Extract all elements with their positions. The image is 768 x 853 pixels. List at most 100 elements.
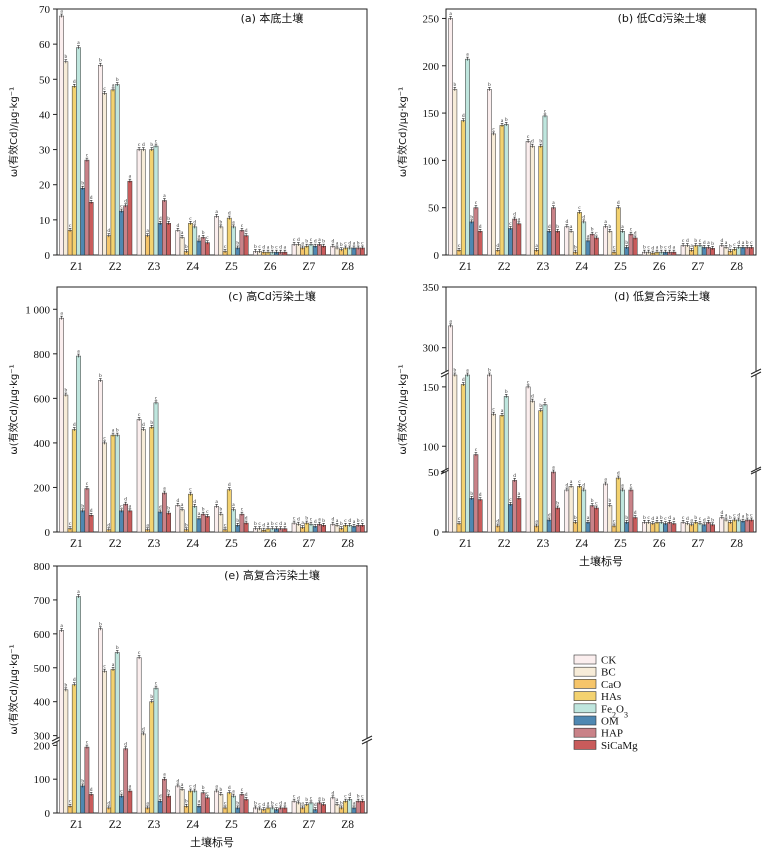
significance-letter: d xyxy=(348,792,351,798)
significance-letter: b xyxy=(116,428,119,434)
x-tick-label: Z7 xyxy=(691,261,704,273)
x-tick-label: Z8 xyxy=(341,538,354,550)
chart-panel-4: 050100150300350abcdabcdZ1bcdabcdaZ2cdabc… xyxy=(396,282,762,568)
bar xyxy=(615,477,621,533)
legend-label: HAP xyxy=(601,728,623,740)
significance-letter: a xyxy=(353,800,356,806)
significance-letter: b xyxy=(81,181,84,187)
bar xyxy=(84,488,90,533)
x-tick-label: Z5 xyxy=(225,819,238,831)
significance-letter: c xyxy=(103,664,106,670)
significance-letter: c xyxy=(258,801,261,807)
significance-letter: b xyxy=(185,799,188,805)
significance-letter: d xyxy=(737,240,740,246)
significance-letter: b xyxy=(99,58,102,64)
bar xyxy=(162,492,167,533)
bar xyxy=(487,374,492,533)
x-tick-label: Z3 xyxy=(147,819,160,831)
x-tick-label: Z5 xyxy=(614,261,627,273)
significance-letter: b xyxy=(305,516,308,522)
significance-letter: d xyxy=(142,142,145,148)
significance-letter: a xyxy=(690,517,693,523)
bar xyxy=(200,513,206,533)
y-tick-label: 350 xyxy=(423,282,440,294)
bar xyxy=(499,125,505,256)
significance-letter: c xyxy=(138,412,141,418)
bar xyxy=(460,384,466,533)
bar xyxy=(149,701,155,814)
x-tick-label: Z2 xyxy=(109,819,122,831)
significance-letter: c xyxy=(750,240,753,246)
significance-letter: a xyxy=(232,219,235,225)
x-tick-label: Z4 xyxy=(186,538,199,550)
significance-letter: c xyxy=(630,483,633,489)
significance-letter: c xyxy=(189,784,192,790)
bar xyxy=(452,374,458,533)
bar xyxy=(140,429,146,533)
significance-letter: c xyxy=(578,479,581,485)
bar xyxy=(88,515,94,533)
significance-letter: d xyxy=(462,113,465,119)
bar xyxy=(525,386,531,533)
bar xyxy=(628,233,634,256)
bar xyxy=(538,410,544,533)
significance-letter: b xyxy=(167,216,170,222)
y-tick-label: 20 xyxy=(39,180,51,192)
significance-letter: d xyxy=(193,219,196,225)
bar xyxy=(218,513,224,533)
x-tick-label: Z6 xyxy=(264,819,277,831)
significance-letter: c xyxy=(120,503,123,509)
x-tick-label: Z8 xyxy=(341,261,354,273)
y-axis-label: ω(有效Cd)/μg·kg⁻¹ xyxy=(396,364,409,454)
significance-letter: d xyxy=(565,219,568,225)
significance-letter: d xyxy=(297,237,300,243)
significance-letter: d xyxy=(142,726,145,732)
significance-letter: a xyxy=(535,519,538,525)
significance-letter: d xyxy=(228,785,231,791)
bar xyxy=(719,517,725,533)
significance-letter: d xyxy=(617,471,620,477)
bar xyxy=(473,207,479,256)
significance-letter: b xyxy=(185,522,188,528)
bar xyxy=(740,520,746,533)
bar xyxy=(149,427,155,533)
significance-letter: b xyxy=(219,219,222,225)
significance-letter: b xyxy=(271,245,274,251)
bar xyxy=(555,231,560,256)
significance-letter: d xyxy=(737,513,740,519)
significance-letter: a xyxy=(267,521,270,527)
bar xyxy=(175,505,181,533)
bar xyxy=(88,202,94,256)
significance-letter: d xyxy=(548,224,551,230)
y-tick-label: 60 xyxy=(39,39,51,51)
significance-letter: c xyxy=(527,379,530,385)
y-tick-label: 0 xyxy=(434,527,440,539)
bar xyxy=(166,795,171,814)
bar xyxy=(448,18,453,256)
significance-letter: d xyxy=(245,792,248,798)
significance-letter: a xyxy=(198,511,201,517)
bar xyxy=(603,226,608,256)
x-tick-label: Z8 xyxy=(341,819,354,831)
y-tick-label: 0 xyxy=(45,527,51,539)
x-tick-label: Z5 xyxy=(614,538,627,550)
significance-letter: b xyxy=(340,521,343,527)
significance-letter: a xyxy=(707,240,710,246)
significance-letter: d xyxy=(279,245,282,251)
significance-letter: d xyxy=(124,497,127,503)
legend-swatch xyxy=(573,703,597,714)
significance-letter: a xyxy=(146,522,149,528)
y-tick-label: 600 xyxy=(34,393,51,405)
bar xyxy=(343,800,348,814)
significance-letter: a xyxy=(146,800,149,806)
legend-swatch xyxy=(573,691,597,701)
significance-letter: d xyxy=(720,510,723,516)
significance-letter: c xyxy=(241,507,244,513)
bar xyxy=(166,512,171,533)
legend-swatch xyxy=(573,666,597,677)
significance-letter: c xyxy=(206,509,209,515)
bar xyxy=(317,802,322,814)
y-axis-label: ω(有效Cd)/μg·kg⁻¹ xyxy=(7,644,20,734)
